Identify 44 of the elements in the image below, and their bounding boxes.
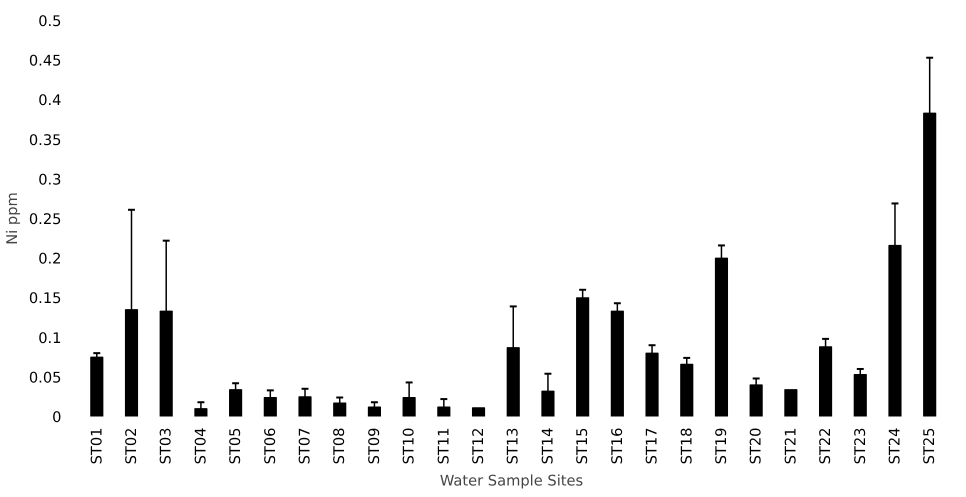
- x-tick-label: ST07: [296, 428, 314, 464]
- x-tick-label: ST11: [435, 428, 452, 464]
- x-tick-label: ST24: [886, 428, 904, 464]
- x-tick-label: ST16: [608, 428, 626, 464]
- y-tick-label: 0.15: [28, 290, 62, 308]
- y-tick-label: 0.1: [38, 330, 62, 347]
- x-tick-label: ST06: [262, 428, 279, 464]
- y-tick-label: 0.35: [28, 132, 62, 149]
- y-tick-label: 0: [52, 409, 62, 426]
- bar: [90, 356, 104, 416]
- y-tick-label: 0.45: [28, 52, 62, 70]
- y-tick-label: 0.4: [38, 92, 62, 110]
- y-tick-label: 0.5: [38, 13, 62, 30]
- x-tick-label: ST10: [400, 428, 418, 464]
- x-tick-label: ST03: [158, 428, 175, 464]
- x-tick-label: ST25: [921, 428, 938, 464]
- y-tick-label: 0.25: [28, 211, 62, 228]
- bar: [472, 407, 486, 416]
- x-tick-label: ST04: [192, 428, 210, 464]
- x-axis-title: Water Sample Sites: [440, 472, 584, 490]
- x-tick-label: ST13: [504, 428, 522, 464]
- y-tick-label: 0.3: [38, 171, 62, 188]
- y-tick-label: 0.05: [28, 369, 62, 386]
- x-tick-label: ST09: [366, 428, 383, 464]
- bar: [368, 406, 381, 416]
- x-tick-label: ST15: [574, 428, 592, 464]
- y-tick-label: 0.2: [38, 250, 62, 268]
- x-tick-label: ST02: [122, 428, 140, 464]
- bar: [784, 389, 798, 416]
- x-tick-label: ST08: [331, 428, 348, 464]
- x-tick-label: ST20: [748, 428, 765, 464]
- x-tick-label: ST01: [88, 428, 106, 464]
- bar: [854, 374, 867, 416]
- y-axis-title: Ni ppm: [4, 192, 21, 245]
- x-tick-label: ST22: [817, 428, 834, 464]
- x-tick-label: ST18: [678, 428, 696, 464]
- x-tick-label: ST05: [227, 428, 244, 464]
- x-tick-label: ST12: [470, 428, 488, 464]
- x-tick-label: ST21: [782, 428, 800, 464]
- x-tick-label: ST19: [712, 428, 730, 464]
- x-tick-label: ST17: [644, 428, 661, 464]
- bar: [333, 402, 346, 416]
- x-tick-label: ST14: [539, 428, 556, 464]
- x-tick-label: ST23: [852, 428, 869, 464]
